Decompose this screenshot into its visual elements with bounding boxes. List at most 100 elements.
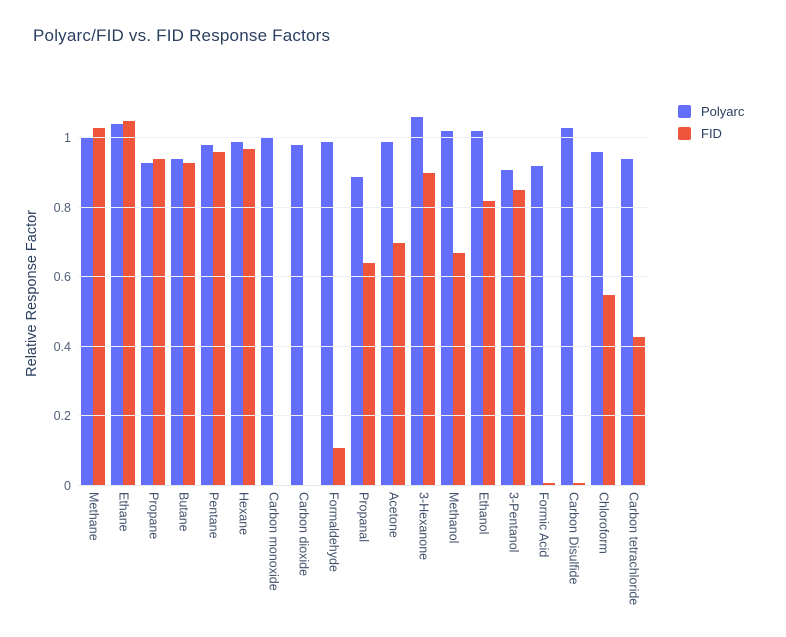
x-tick-slot: Methanol <box>438 492 468 637</box>
bar-group-formic-acid <box>528 100 558 486</box>
y-tick-label: 0.6 <box>53 270 71 285</box>
x-tick-label-formic-acid: Formic Acid <box>536 492 551 558</box>
x-tick-slot: Carbon monoxide <box>258 492 288 637</box>
bar-fid-3-pentanol[interactable] <box>513 190 525 486</box>
x-tick-slot: Hexane <box>228 492 258 637</box>
x-tick-label-propane: Propane <box>146 492 161 540</box>
x-tick-slot: Acetone <box>378 492 408 637</box>
bar-polyarc-ethanol[interactable] <box>471 131 483 486</box>
bar-polyarc-methane[interactable] <box>81 138 93 486</box>
bar-fid-formaldehyde[interactable] <box>333 447 345 486</box>
bar-polyarc-propanal[interactable] <box>351 176 363 486</box>
x-tick-label-butane: Butane <box>176 492 191 532</box>
bar-polyarc-methanol[interactable] <box>441 131 453 486</box>
bar-group-propanal <box>348 100 378 486</box>
y-tick-label: 0.2 <box>53 409 71 424</box>
bar-polyarc-pentane[interactable] <box>201 145 213 486</box>
bar-polyarc-hexane[interactable] <box>231 141 243 486</box>
bar-polyarc-carbon-tetrachloride[interactable] <box>621 159 633 486</box>
x-tick-label-propanal: Propanal <box>356 492 371 543</box>
legend-item-fid[interactable]: FID <box>678 126 744 141</box>
chart-title: Polyarc/FID vs. FID Response Factors <box>33 26 331 45</box>
y-tick-label: 0.4 <box>53 339 71 354</box>
plot-area: 0 0.2 0.4 0.6 0.8 1 <box>54 100 648 493</box>
bar-group-hexane <box>228 100 258 486</box>
bar-polyarc-carbon-disulfide[interactable] <box>561 127 573 486</box>
bar-group-ethane <box>108 100 138 486</box>
bar-fid-propanal[interactable] <box>363 263 375 486</box>
bar-fid-propane[interactable] <box>153 159 165 486</box>
bar-polyarc-formic-acid[interactable] <box>531 166 543 486</box>
x-tick-slot: Propane <box>138 492 168 637</box>
x-tick-slot: Ethane <box>108 492 138 637</box>
x-tick-label-carbon-tetrachloride: Carbon tetrachloride <box>626 492 641 606</box>
bar-fid-acetone[interactable] <box>393 242 405 486</box>
bar-polyarc-carbon-monoxide[interactable] <box>261 138 273 486</box>
x-tick-label-methane: Methane <box>86 492 101 541</box>
x-tick-slot: Propanal <box>348 492 378 637</box>
x-tick-label-carbon-monoxide: Carbon monoxide <box>266 492 281 591</box>
y-tick-label: 1 <box>64 131 71 146</box>
bar-group-butane <box>168 100 198 486</box>
bar-fid-3-hexanone[interactable] <box>423 173 435 486</box>
x-tick-slot: Butane <box>168 492 198 637</box>
bar-group-carbon-dioxide <box>288 100 318 486</box>
bar-fid-chloroform[interactable] <box>603 294 615 486</box>
bar-fid-ethane[interactable] <box>123 120 135 486</box>
bar-group-formaldehyde <box>318 100 348 486</box>
x-tick-label-ethanol: Ethanol <box>476 492 491 535</box>
bar-polyarc-carbon-dioxide[interactable] <box>291 145 303 486</box>
bar-polyarc-acetone[interactable] <box>381 141 393 486</box>
bar-group-3-pentanol <box>498 100 528 486</box>
x-tick-slot: Methane <box>78 492 108 637</box>
bar-polyarc-butane[interactable] <box>171 159 183 486</box>
bar-fid-butane[interactable] <box>183 162 195 486</box>
bar-fid-pentane[interactable] <box>213 152 225 486</box>
legend-swatch-fid <box>678 127 691 140</box>
bar-group-3-hexanone <box>408 100 438 486</box>
bar-polyarc-formaldehyde[interactable] <box>321 141 333 486</box>
bar-group-methane <box>78 100 108 486</box>
bar-fid-methane[interactable] <box>93 127 105 486</box>
bar-polyarc-ethane[interactable] <box>111 124 123 486</box>
x-tick-slot: Carbon Disulfide <box>558 492 588 637</box>
bar-polyarc-chloroform[interactable] <box>591 152 603 486</box>
x-tick-slot: Carbon dioxide <box>288 492 318 637</box>
bar-group-carbon-disulfide <box>558 100 588 486</box>
bar-group-carbon-monoxide <box>258 100 288 486</box>
x-tick-label-pentane: Pentane <box>206 492 221 539</box>
bar-fid-methanol[interactable] <box>453 253 465 486</box>
x-tick-slot: 3-Hexanone <box>408 492 438 637</box>
x-tick-slot: Formic Acid <box>528 492 558 637</box>
x-tick-label-ethane: Ethane <box>116 492 131 532</box>
x-tick-slot: Carbon tetrachloride <box>618 492 648 637</box>
x-tick-label-3-hexanone: 3-Hexanone <box>416 492 431 561</box>
bar-polyarc-3-hexanone[interactable] <box>411 117 423 486</box>
bar-group-acetone <box>378 100 408 486</box>
legend-item-polyarc[interactable]: Polyarc <box>678 104 744 119</box>
x-tick-label-hexane: Hexane <box>236 492 251 536</box>
x-tick-label-acetone: Acetone <box>386 492 401 538</box>
bar-fid-carbon-tetrachloride[interactable] <box>633 336 645 486</box>
x-tick-label-carbon-dioxide: Carbon dioxide <box>296 492 311 577</box>
x-axis-labels: Methane Ethane Propane Butane Pentane Hexane C… <box>78 492 648 637</box>
bar-groups-container <box>78 100 648 486</box>
y-tick-label: 0.8 <box>53 200 71 215</box>
bar-group-methanol <box>438 100 468 486</box>
bar-polyarc-3-pentanol[interactable] <box>501 169 513 486</box>
bar-fid-formic-acid[interactable] <box>543 482 555 486</box>
bar-group-ethanol <box>468 100 498 486</box>
y-tick-label: 0 <box>64 479 71 493</box>
legend-label-polyarc: Polyarc <box>701 104 745 119</box>
bar-fid-hexane[interactable] <box>243 148 255 486</box>
bar-fid-ethanol[interactable] <box>483 200 495 486</box>
x-tick-label-chloroform: Chloroform <box>596 492 611 554</box>
x-tick-slot: Pentane <box>198 492 228 637</box>
x-tick-label-formaldehyde: Formaldehyde <box>326 492 341 572</box>
legend-label-fid: FID <box>701 126 722 141</box>
legend-swatch-polyarc <box>678 105 691 118</box>
bar-polyarc-propane[interactable] <box>141 162 153 486</box>
x-tick-label-methanol: Methanol <box>446 492 461 544</box>
bar-fid-carbon-disulfide[interactable] <box>573 482 585 486</box>
x-tick-slot: Formaldehyde <box>318 492 348 637</box>
